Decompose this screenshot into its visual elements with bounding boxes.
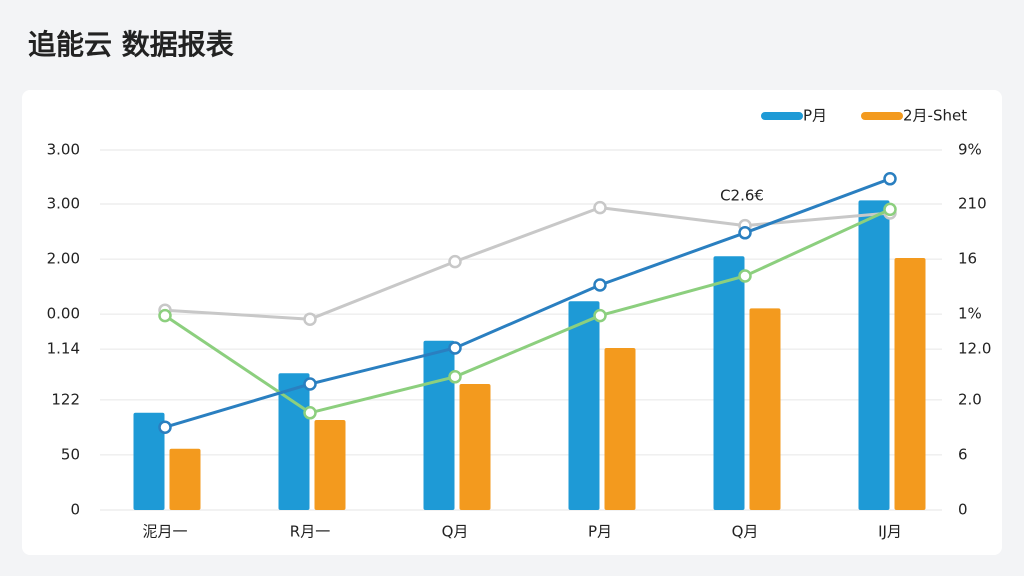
bar	[423, 340, 455, 510]
line-point	[883, 202, 897, 217]
x-tick-label: Q月	[442, 523, 469, 541]
x-tick-label: Q月	[732, 523, 759, 541]
y2-tick-label: 1%	[958, 305, 982, 323]
y2-tick-label: 210	[958, 195, 987, 213]
bar	[858, 200, 890, 510]
y-tick-label: 2.00	[47, 250, 80, 268]
y-tick-label: 1.14	[47, 340, 80, 358]
y2-tick-label: 16	[958, 250, 977, 268]
bar	[314, 420, 346, 510]
bar	[568, 301, 600, 510]
y2-tick-label: 6	[958, 445, 968, 463]
x-tick-label: R月一	[290, 523, 330, 541]
line-point	[448, 370, 462, 384]
line-point	[158, 308, 172, 323]
y2-tick-label: 9%	[958, 141, 982, 159]
line	[164, 208, 891, 415]
line-point	[593, 308, 607, 323]
y2-tick-label: 2.0	[958, 390, 982, 408]
bar	[459, 384, 491, 510]
line-point	[738, 269, 752, 283]
line-point	[738, 226, 752, 240]
bar	[169, 448, 201, 510]
bar	[133, 412, 165, 510]
y-tick-label: 3.00	[47, 195, 80, 213]
line-point	[448, 254, 462, 269]
bar	[713, 256, 745, 510]
y-tick-label: 0	[70, 501, 80, 519]
line	[164, 177, 891, 429]
line-point	[158, 420, 172, 434]
annotation: C2.6€	[720, 187, 764, 205]
bar	[749, 308, 781, 510]
y2-tick-label: 0	[958, 501, 968, 519]
y-tick-label: 0.00	[47, 305, 80, 323]
y-tick-label: 50	[61, 445, 80, 463]
legend-label: P月	[803, 107, 827, 125]
x-tick-label: P月	[588, 523, 612, 541]
line-point	[593, 278, 607, 292]
y-tick-label: 122	[51, 390, 80, 408]
bar	[894, 258, 926, 510]
x-tick-label: IJ月	[878, 523, 902, 541]
line-point	[883, 172, 897, 186]
line-point	[303, 377, 317, 391]
x-tick-label: 泥月一	[142, 523, 187, 541]
line-point	[303, 406, 317, 420]
line-point	[303, 312, 317, 326]
legend-label: 2月-Shet	[903, 107, 967, 125]
line-point	[448, 341, 462, 355]
line-point	[593, 200, 607, 215]
y-tick-label: 3.00	[47, 141, 80, 159]
y2-tick-label: 12.0	[958, 340, 991, 358]
chart-title: 追能云 数据报表	[28, 28, 234, 61]
bar	[604, 348, 636, 510]
